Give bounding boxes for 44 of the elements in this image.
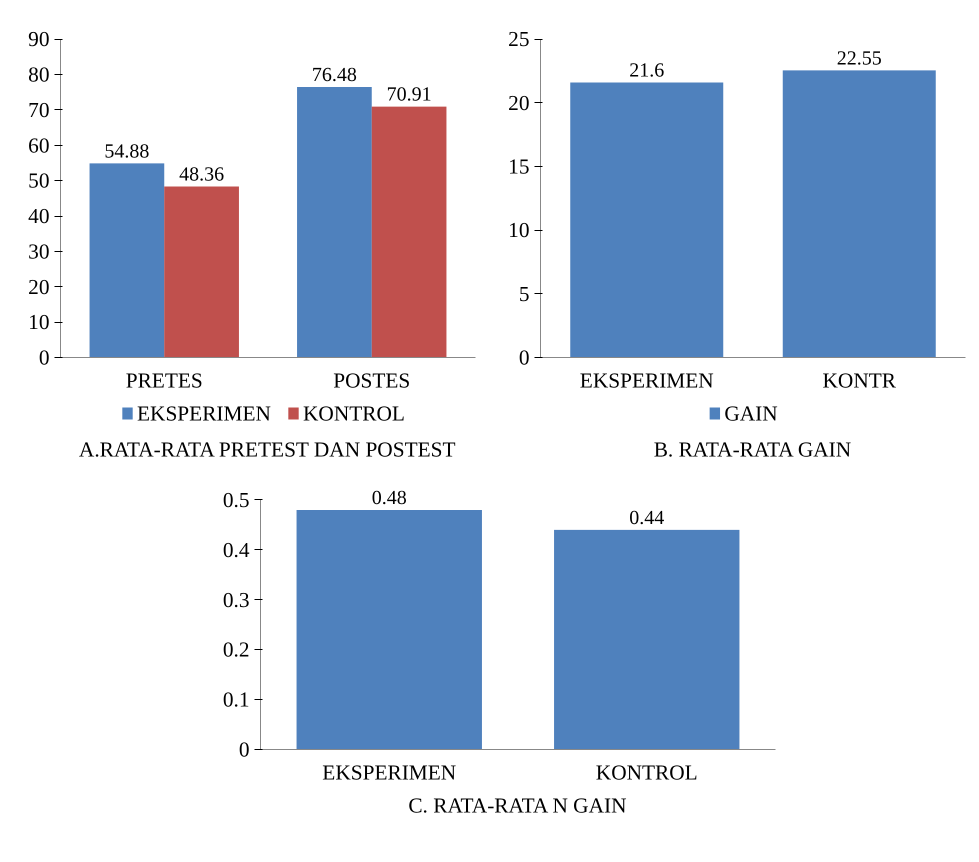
y-tick-label: 10	[508, 218, 530, 242]
bar	[372, 106, 446, 358]
bar	[90, 163, 164, 358]
y-tick-label: 90	[28, 27, 50, 52]
legend-label: GAIN	[724, 402, 778, 426]
y-tick-label: 25	[508, 27, 530, 52]
bar	[297, 86, 372, 358]
data-label: 48.36	[179, 163, 224, 186]
y-tick-label: 0	[238, 738, 250, 762]
text: C. RATA-RATA N GAIN	[408, 794, 626, 818]
y-tick-label: 15	[508, 154, 530, 178]
y-tick-label: 60	[28, 133, 50, 158]
legend-label: KONTROL	[303, 402, 405, 426]
y-tick-label: 50	[28, 168, 50, 193]
y-tick-label: 0.2	[222, 638, 250, 662]
data-label: 22.55	[836, 47, 882, 70]
data-label: 76.48	[312, 64, 357, 86]
y-tick-label: 0.3	[222, 588, 250, 612]
y-tick-label: 0.5	[222, 488, 250, 512]
y-tick-label: 0	[38, 346, 50, 370]
y-tick-label: 0.4	[222, 538, 250, 562]
legend-label: EKSPERIMEN	[137, 402, 271, 426]
text: B. RATA-RATA GAIN	[654, 438, 852, 462]
x-tick-label: POSTES	[333, 368, 410, 392]
data-label: 21.6	[629, 59, 664, 82]
y-tick-label: 70	[28, 98, 50, 122]
y-tick-label: 80	[28, 62, 50, 87]
data-label: 0.44	[629, 506, 664, 529]
data-label: 54.88	[104, 140, 150, 162]
y-tick-label: 40	[28, 204, 50, 228]
y-tick-label: 0.1	[222, 688, 250, 712]
y-tick-label: 0	[518, 346, 530, 370]
y-tick-label: 20	[28, 274, 50, 299]
y-tick-label: 5	[518, 282, 530, 306]
data-label: 70.91	[386, 84, 432, 106]
text: A.RATA-RATA PRETEST DAN POSTEST	[78, 438, 456, 462]
bar	[164, 186, 239, 358]
y-tick-label: 10	[28, 310, 50, 334]
x-tick-label: KONTR	[822, 368, 897, 392]
x-tick-label: PRETES	[126, 368, 203, 392]
data-label: 0.48	[372, 486, 407, 509]
y-tick-label: 30	[28, 239, 50, 264]
x-tick-label: EKSPERIMEN	[580, 368, 714, 392]
y-tick-label: 20	[508, 90, 530, 115]
